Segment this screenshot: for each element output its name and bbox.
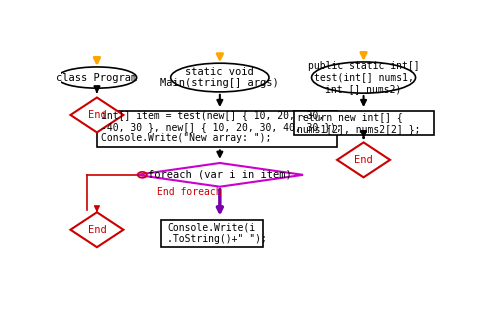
Text: End: End [87, 110, 106, 120]
FancyBboxPatch shape [97, 111, 337, 147]
Text: foreach (var i in item): foreach (var i in item) [148, 170, 292, 180]
Polygon shape [70, 98, 123, 133]
FancyBboxPatch shape [161, 220, 264, 247]
Text: public static int[]
test(int[] nums1,
int [] nums2): public static int[] test(int[] nums1, in… [308, 61, 419, 94]
Polygon shape [337, 143, 390, 177]
Polygon shape [137, 163, 303, 187]
Text: End: End [87, 225, 106, 235]
Text: static void
Main(string[] args): static void Main(string[] args) [161, 67, 279, 88]
Ellipse shape [171, 63, 269, 92]
Text: class Program: class Program [56, 73, 138, 83]
Ellipse shape [57, 67, 137, 88]
FancyBboxPatch shape [294, 111, 433, 135]
Text: return new int[] {
nums1[2], nums2[2] };: return new int[] { nums1[2], nums2[2] }; [297, 112, 421, 134]
Text: Console.Write(i
.ToString()+" ");: Console.Write(i .ToString()+" "); [167, 223, 267, 244]
Ellipse shape [311, 62, 416, 93]
Text: End: End [354, 155, 373, 165]
Polygon shape [70, 212, 123, 247]
Text: End foreach: End foreach [158, 187, 222, 197]
Text: int[] item = test(new[] { 10, 20, -30,
-40, 30 }, new[] { 10, 20, 30, 40, 30 });: int[] item = test(new[] { 10, 20, -30, -… [101, 110, 342, 144]
